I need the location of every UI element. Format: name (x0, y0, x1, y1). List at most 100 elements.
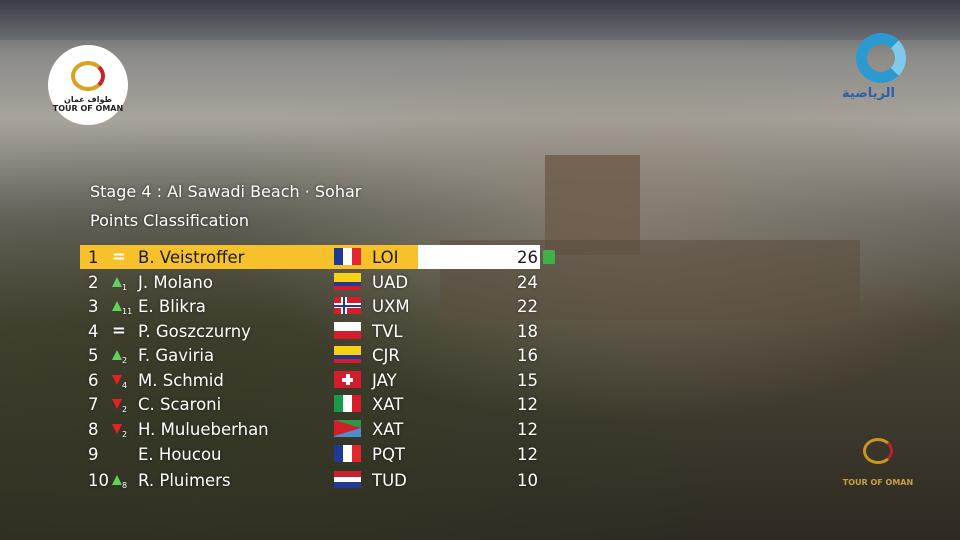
flag-co-icon (334, 273, 361, 290)
rank-delta: 8 (122, 481, 128, 490)
standings-row: 3 11 E. Blikra UXM 22 (80, 294, 558, 318)
rank-change: 2 (112, 417, 136, 441)
logo-arabic: طواف عمان (63, 95, 113, 104)
flag-fr-icon (334, 248, 361, 265)
leader-bar (80, 245, 418, 269)
rider-name: E. Blikra (138, 296, 206, 316)
rank-unchanged-icon: = (112, 247, 126, 266)
rider-name: B. Veistroffer (138, 247, 245, 267)
points: 16 (517, 345, 538, 365)
rank: 7 (88, 394, 99, 414)
rank-delta: 2 (122, 356, 128, 365)
tour-of-oman-watermark: TOUR OF OMAN (838, 438, 918, 502)
standings-row: 5 2 F. Gaviria CJR 16 (80, 343, 558, 367)
flag-ch-icon (334, 371, 361, 388)
team-code: XAT (372, 394, 404, 414)
flag-it-icon (334, 395, 361, 412)
team-code: UXM (372, 296, 410, 316)
rank: 1 (88, 247, 99, 267)
rank: 4 (88, 321, 99, 341)
points: 12 (517, 444, 538, 464)
team-code: XAT (372, 419, 404, 439)
rider-name: J. Molano (138, 272, 213, 292)
rank-down-icon (112, 375, 122, 385)
standings-row: 7 2 C. Scaroni XAT 12 (80, 392, 558, 416)
points: 10 (517, 470, 538, 490)
team-code: TVL (372, 321, 403, 341)
rank: 8 (88, 419, 99, 439)
cyclist-swirl-icon (863, 438, 893, 464)
green-jersey-icon (543, 250, 555, 264)
points: 12 (517, 419, 538, 439)
rank: 6 (88, 370, 99, 390)
flag-co-icon (334, 346, 361, 363)
rank-up-icon (112, 475, 122, 485)
tour-of-oman-logo: طواف عمان TOUR OF OMAN (48, 45, 128, 125)
rank: 2 (88, 272, 99, 292)
flag-er-icon (334, 420, 361, 437)
standings-row: 2 1 J. Molano UAD 24 (80, 270, 558, 294)
team-code: UAD (372, 272, 409, 292)
team-code: LOI (372, 247, 399, 267)
team-code: CJR (372, 345, 400, 365)
rank-change (112, 442, 136, 466)
rank: 3 (88, 296, 99, 316)
flag-nl-icon (334, 471, 361, 488)
team-code: JAY (372, 370, 397, 390)
rider-name: R. Pluimers (138, 470, 231, 490)
rank-down-icon (112, 399, 122, 409)
rank-delta: 11 (122, 307, 133, 316)
leader-points-bar (418, 245, 540, 269)
rank-delta: 4 (122, 381, 128, 390)
points: 12 (517, 394, 538, 414)
rider-name: M. Schmid (138, 370, 224, 390)
standings-row: 4 = P. Goszczurny TVL 18 (80, 319, 558, 343)
rank: 9 (88, 444, 99, 464)
stage-title: Stage 4 : Al Sawadi Beach · Sohar (90, 182, 362, 201)
rank-change: 8 (112, 468, 136, 492)
rider-name: H. Mulueberhan (138, 419, 269, 439)
team-code: PQT (372, 444, 406, 464)
flag-no-icon (334, 297, 361, 314)
flag-pl-icon (334, 322, 361, 339)
points: 18 (517, 321, 538, 341)
team-code: TUD (372, 470, 407, 490)
points: 22 (517, 296, 538, 316)
points: 24 (517, 272, 538, 292)
standings-row: 9 E. Houcou PQT 12 (80, 442, 558, 466)
channel-logo-text: الرياضية (842, 86, 895, 101)
rank-change: = (112, 245, 136, 269)
background-fort (545, 155, 640, 255)
rider-name: C. Scaroni (138, 394, 222, 414)
rank-change: 2 (112, 343, 136, 367)
channel-logo-icon (856, 33, 906, 83)
standings-row: 1 = B. Veistroffer LOI 26 (80, 245, 558, 269)
rank-up-icon (112, 277, 122, 287)
rank-change: 2 (112, 392, 136, 416)
rank-change: = (112, 319, 136, 343)
rank-unchanged-icon: = (112, 321, 126, 340)
rank-change: 11 (112, 294, 136, 318)
rank-up-icon (112, 301, 122, 311)
rider-name: F. Gaviria (138, 345, 215, 365)
rank-delta: 2 (122, 405, 128, 414)
rider-name: E. Houcou (138, 444, 222, 464)
rank-change: 1 (112, 270, 136, 294)
rank-delta: 1 (122, 283, 128, 292)
rank-change: 4 (112, 368, 136, 392)
rank: 5 (88, 345, 99, 365)
standings-row: 6 4 M. Schmid JAY 15 (80, 368, 558, 392)
rank: 10 (88, 470, 109, 490)
rank-up-icon (112, 350, 122, 360)
rank-down-icon (112, 424, 122, 434)
watermark-text: TOUR OF OMAN (842, 478, 914, 487)
points: 26 (517, 247, 538, 267)
flag-fr-icon (334, 445, 361, 462)
points: 15 (517, 370, 538, 390)
rank-delta: 2 (122, 430, 128, 439)
background-sky (0, 0, 960, 40)
cyclist-swirl-icon (71, 61, 105, 91)
logo-text: TOUR OF OMAN (52, 104, 124, 113)
standings-row: 10 8 R. Pluimers TUD 10 (80, 468, 558, 492)
classification-title: Points Classification (90, 211, 250, 230)
